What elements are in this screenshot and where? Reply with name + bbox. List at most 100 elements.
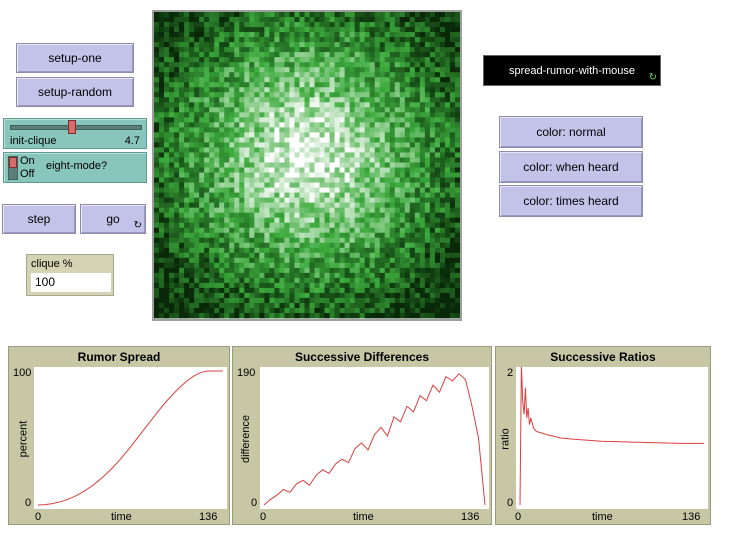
patch — [164, 162, 170, 168]
patch — [394, 32, 401, 38]
spread-rumor-with-mouse-button[interactable]: spread-rumor-with-mouse ↻ — [483, 55, 661, 86]
patch — [344, 157, 351, 163]
patch — [294, 162, 300, 168]
patch — [379, 287, 386, 294]
patch — [204, 112, 210, 118]
patch — [374, 292, 381, 299]
patch — [159, 122, 165, 128]
patch — [439, 217, 446, 224]
patch — [239, 77, 245, 83]
patch — [349, 142, 356, 148]
patch — [414, 227, 421, 234]
patch — [219, 297, 225, 304]
patch — [454, 177, 460, 183]
patch — [249, 72, 255, 78]
patch — [239, 47, 245, 53]
patch — [164, 67, 170, 73]
patch — [379, 242, 386, 249]
patch — [429, 292, 436, 299]
patch — [274, 137, 280, 143]
patch — [424, 87, 431, 93]
patch — [414, 202, 421, 209]
patch — [239, 52, 245, 58]
setup-one-button[interactable]: setup-one — [16, 43, 134, 73]
patch — [154, 142, 160, 148]
patch — [159, 57, 165, 63]
patch — [369, 197, 376, 204]
patch — [259, 142, 265, 148]
patch — [359, 257, 366, 264]
patch — [449, 112, 456, 118]
patch — [259, 162, 265, 168]
patch — [214, 202, 220, 209]
patch — [219, 192, 225, 199]
patch — [309, 227, 315, 234]
patch — [164, 152, 170, 158]
patch — [154, 227, 160, 234]
patch — [424, 117, 431, 123]
patch — [349, 272, 356, 279]
patch — [414, 287, 421, 294]
setup-random-button[interactable]: setup-random — [16, 77, 134, 107]
color-times-heard-button[interactable]: color: times heard — [499, 185, 643, 217]
go-button[interactable]: go ↻ — [80, 204, 146, 234]
color-when-heard-button[interactable]: color: when heard — [499, 151, 643, 183]
patch — [269, 72, 275, 78]
patch — [174, 87, 180, 93]
patch — [414, 112, 421, 118]
patch — [379, 37, 386, 43]
patch — [409, 267, 416, 274]
slider-handle[interactable] — [68, 120, 77, 134]
patch — [419, 137, 426, 143]
color-normal-button[interactable]: color: normal — [499, 116, 643, 148]
patch — [409, 172, 416, 178]
patch — [204, 297, 210, 304]
patch — [379, 102, 386, 108]
patch — [309, 72, 315, 78]
patch — [259, 27, 265, 33]
patch — [299, 237, 305, 244]
patch — [174, 12, 180, 18]
patch — [284, 142, 290, 148]
world-view[interactable] — [152, 10, 462, 321]
patch — [169, 167, 175, 173]
patch — [219, 282, 225, 289]
patch — [269, 132, 275, 138]
patch — [419, 242, 426, 249]
patch — [299, 242, 305, 249]
patch — [444, 267, 451, 274]
patch — [334, 182, 341, 188]
patch — [364, 287, 371, 294]
patch — [264, 257, 270, 264]
patch — [374, 267, 381, 274]
patch — [204, 37, 210, 43]
patch — [209, 152, 215, 158]
patch — [249, 27, 255, 33]
step-button[interactable]: step — [2, 204, 76, 234]
patch — [339, 207, 346, 214]
patch — [389, 232, 396, 239]
patch — [184, 117, 190, 123]
patch — [354, 287, 361, 294]
patch — [269, 122, 275, 128]
plot-title: Successive Differences — [294, 350, 430, 364]
patch — [219, 57, 225, 63]
patch — [414, 147, 421, 153]
patch — [259, 177, 265, 183]
patch — [384, 172, 391, 178]
patch — [304, 137, 310, 143]
patch — [184, 102, 190, 108]
patch — [229, 52, 235, 58]
init-clique-slider[interactable]: init-clique 4.7 — [3, 118, 147, 149]
patch — [364, 247, 371, 254]
patch — [359, 57, 366, 63]
patch — [179, 52, 185, 58]
patch — [299, 287, 305, 294]
patch — [334, 22, 341, 28]
patch — [379, 22, 386, 28]
patch — [314, 37, 320, 43]
switch-handle[interactable] — [9, 157, 17, 168]
eight-mode-switch[interactable]: On Off eight-mode? — [3, 152, 147, 183]
patch — [224, 207, 230, 214]
patch — [314, 147, 320, 153]
